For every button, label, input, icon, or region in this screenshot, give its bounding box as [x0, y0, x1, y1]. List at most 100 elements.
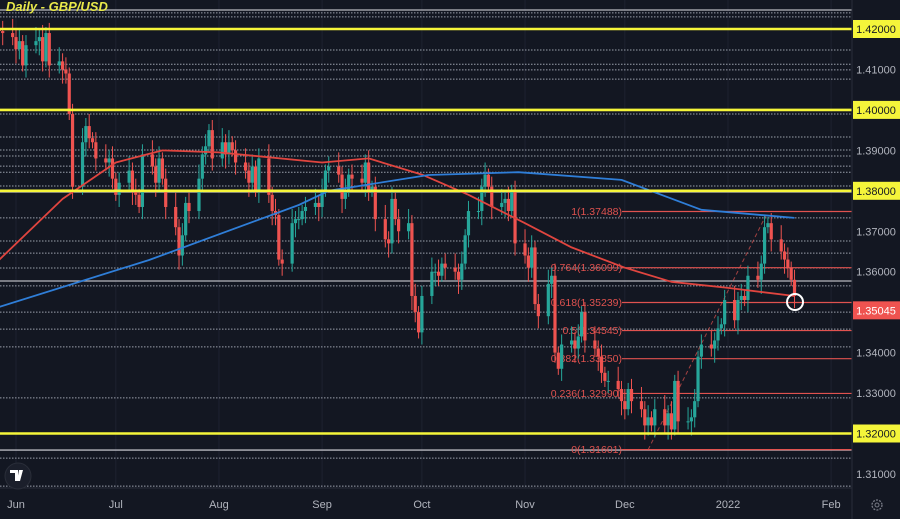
candle-body [463, 235, 467, 264]
candle-body [406, 223, 411, 232]
candle-body [370, 186, 374, 191]
candle-body [313, 202, 318, 207]
fib-level-label: 1(1.37488) [571, 206, 622, 218]
candle-body [57, 61, 61, 66]
candle-body [639, 401, 644, 410]
candle-body [343, 190, 347, 199]
candle-body [250, 166, 254, 183]
price-axis-label: 1.42000 [856, 24, 896, 36]
candle-body [560, 344, 564, 369]
candle-body [546, 283, 550, 317]
candle-body [134, 190, 138, 195]
price-axis-label: 1.32000 [856, 429, 896, 441]
candle-body [17, 41, 21, 50]
candle-body [90, 138, 95, 143]
candle-body [666, 413, 670, 426]
time-axis-label: Dec [615, 499, 635, 511]
candle-body [224, 142, 228, 155]
candle-body [327, 166, 331, 171]
candle-body [619, 389, 624, 402]
candle-body [84, 126, 88, 143]
candle-body [410, 223, 414, 296]
candle-body [243, 162, 248, 171]
candle-body [87, 126, 91, 139]
candle-body [653, 409, 657, 426]
current-price-label: 1.35045 [856, 305, 896, 317]
candle-body [390, 198, 394, 244]
candle-body [696, 356, 700, 402]
candle-body [383, 219, 387, 240]
candle-body [160, 158, 164, 179]
candle-body [154, 166, 158, 183]
candle-body [686, 421, 690, 423]
candle-body [14, 37, 18, 50]
candle-body [523, 243, 527, 256]
candle-body [187, 202, 191, 212]
candle-body [67, 73, 71, 114]
candle-body [24, 45, 28, 66]
candle-body [110, 158, 115, 179]
candle-body [37, 37, 41, 42]
candle-body [769, 223, 773, 240]
candle-body [360, 178, 364, 183]
fib-level-label: 0.618(1.35239) [551, 297, 622, 309]
fib-level-label: 0.236(1.32990) [551, 388, 622, 400]
price-label-highlight [853, 181, 900, 200]
candle-body [709, 344, 713, 349]
candle-body [486, 174, 491, 187]
candle-body [157, 158, 161, 183]
candle-body [789, 267, 793, 280]
candle-body [416, 312, 421, 333]
candle-body [253, 166, 258, 191]
candle-body [373, 186, 377, 220]
candle-body [756, 275, 760, 280]
candle-body [257, 158, 261, 191]
candle-body [603, 372, 607, 381]
candle-body [596, 348, 600, 357]
candle-body [204, 146, 208, 155]
candle-body [94, 142, 98, 159]
candle-body [210, 130, 214, 159]
candle-body [320, 190, 324, 207]
candle-body [606, 380, 610, 382]
candle-body [453, 267, 457, 272]
candle-body [490, 186, 494, 207]
candle-body [70, 113, 75, 187]
candle-body [11, 33, 15, 38]
candle-body [220, 142, 224, 159]
candle-body [64, 69, 68, 74]
candle-body [317, 202, 321, 207]
candle-body [41, 37, 45, 62]
candle-body [140, 154, 145, 207]
candle-body [433, 271, 437, 273]
candle-body [733, 300, 737, 321]
candle-body [713, 340, 717, 349]
candle-body [550, 275, 554, 284]
candle-body [629, 389, 634, 402]
candle-body [693, 401, 697, 418]
candle-body [616, 380, 620, 390]
candle-body [716, 328, 720, 341]
fib-level-label: 0.382(1.33850) [551, 353, 622, 365]
candle-body [689, 417, 693, 422]
candle-body [393, 198, 397, 220]
candle-body [350, 174, 354, 179]
candle-body [303, 206, 308, 212]
candle-body [506, 198, 510, 212]
settings-gear-icon[interactable] [871, 499, 883, 511]
candle-body [47, 33, 51, 66]
candle-body [782, 251, 787, 260]
candle-body [137, 194, 141, 207]
candle-body [164, 178, 168, 207]
candle-body [466, 211, 471, 236]
price-axis-label: 1.41000 [856, 64, 896, 76]
candle-body [536, 304, 540, 317]
highlight-circle-marker [786, 293, 805, 312]
candle-body [500, 202, 504, 207]
time-axis-label: Jun [7, 499, 25, 511]
price-axis-label: 1.31000 [856, 469, 896, 481]
candle-body [114, 178, 118, 195]
candle-body [626, 389, 630, 410]
candle-body [363, 162, 367, 183]
